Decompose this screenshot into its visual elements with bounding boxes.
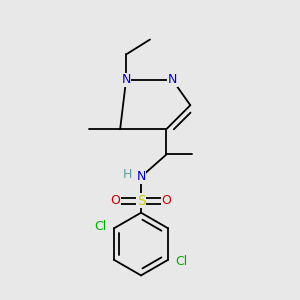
Text: Cl: Cl [94,220,106,233]
Text: N: N [168,73,177,86]
Text: S: S [137,194,146,208]
Text: H: H [123,168,132,181]
Text: Cl: Cl [176,255,188,268]
Text: N: N [136,170,146,183]
Text: N: N [122,73,131,86]
Text: O: O [111,194,121,207]
Text: O: O [161,194,171,207]
